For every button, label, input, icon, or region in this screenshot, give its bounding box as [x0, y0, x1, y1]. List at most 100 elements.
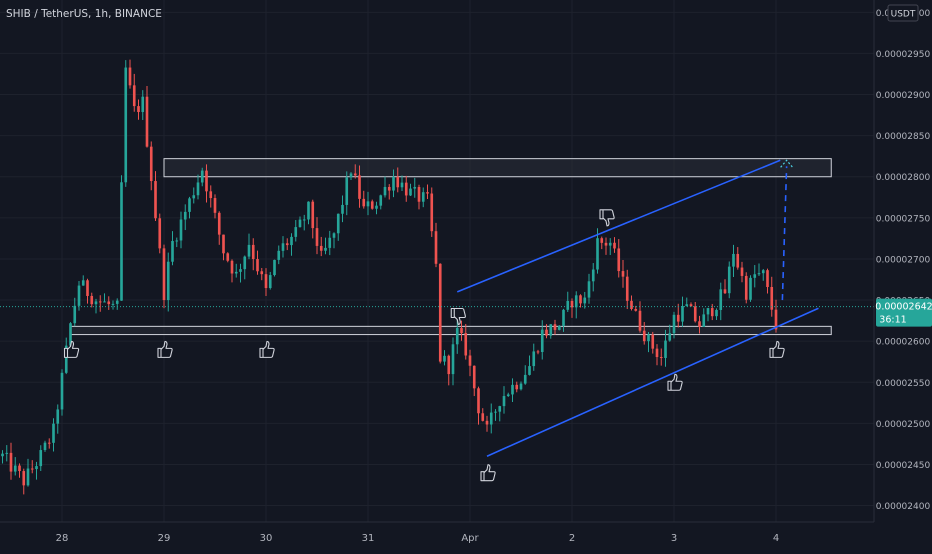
candle-body	[273, 259, 276, 276]
candle-body	[485, 420, 489, 425]
candle-body	[353, 173, 357, 176]
y-tick-label: 0.00002700	[876, 255, 931, 265]
candle-body	[35, 466, 38, 470]
candle-body	[736, 253, 740, 268]
candle-body	[120, 182, 123, 301]
candle-body	[523, 374, 527, 384]
candle-body	[506, 394, 510, 397]
y-tick-label: 0.00002950	[876, 50, 931, 60]
candle-body	[234, 271, 238, 274]
candle-body	[281, 243, 285, 251]
candle-body	[757, 273, 761, 275]
candle-body	[591, 269, 595, 282]
candle-body	[141, 96, 145, 113]
candle-body	[430, 193, 434, 232]
current-price-badge: 0.00002642 36:11	[875, 298, 932, 327]
candle-body	[579, 295, 582, 304]
candle-body	[39, 450, 43, 467]
candle-body	[604, 242, 608, 246]
candle-body	[256, 259, 259, 272]
candle-body	[5, 452, 9, 454]
candle-body	[426, 192, 429, 194]
candle-body	[260, 271, 264, 275]
candle-body	[200, 170, 204, 183]
grid	[0, 0, 874, 522]
candle-body	[400, 182, 404, 188]
candle-body	[693, 306, 697, 322]
candle-body	[209, 191, 213, 199]
thumb-shape	[599, 209, 615, 227]
candle-body	[642, 330, 646, 342]
candle-body	[86, 280, 89, 296]
thumbs-up-icon	[259, 340, 275, 358]
candle-body	[268, 275, 272, 289]
candle-body	[702, 314, 706, 327]
candle-body	[698, 321, 701, 327]
candle-body	[489, 412, 493, 425]
candle-body	[464, 333, 468, 356]
candle-body	[655, 348, 659, 358]
candle-body	[396, 176, 400, 188]
thumb-shape	[259, 340, 275, 358]
candle-body	[715, 309, 718, 317]
candle-body	[358, 175, 361, 199]
thumbs-down-icon	[599, 209, 615, 227]
candle-body	[719, 289, 723, 310]
candle-body	[264, 274, 268, 289]
candle-body	[298, 219, 302, 228]
candle-body	[761, 270, 765, 274]
x-tick-label: 4	[773, 533, 779, 544]
candle-body	[1, 453, 4, 457]
candle-body	[47, 442, 51, 444]
candle-body	[417, 187, 421, 202]
candle-body	[455, 328, 459, 345]
y-tick-label: 0.00002750	[876, 214, 931, 224]
x-tick-label: 30	[260, 533, 273, 544]
candle-body	[213, 198, 217, 213]
candle-body	[477, 388, 480, 414]
candle-body	[409, 188, 412, 196]
candle-body	[56, 409, 60, 424]
candle-body	[383, 186, 387, 196]
candle-body	[749, 277, 752, 300]
candle-body	[370, 201, 374, 209]
candle-body	[387, 186, 391, 191]
candle-body	[345, 177, 349, 205]
candle-body	[379, 195, 383, 206]
candle-body	[222, 234, 225, 254]
candle-body	[332, 233, 336, 238]
candle-body	[443, 355, 446, 362]
candle-body	[706, 308, 710, 315]
candle-body	[574, 295, 578, 308]
time-axis[interactable]: 28 29 30 31 Apr 2 3 4	[0, 521, 874, 544]
candle-body	[69, 323, 72, 346]
candle-body	[566, 300, 570, 310]
candle-body	[196, 182, 200, 196]
candle-body	[710, 308, 714, 317]
currency-badge[interactable]: USDT	[887, 4, 919, 22]
candle-body	[515, 384, 519, 390]
candle-body	[188, 198, 191, 212]
candle-body	[672, 314, 676, 334]
candle-body	[744, 275, 748, 300]
y-tick-label: 0.00002450	[876, 461, 931, 471]
candle-body	[685, 304, 689, 307]
candle-body	[285, 243, 289, 246]
thumb-shape	[667, 373, 683, 391]
x-tick-label: 28	[56, 533, 69, 544]
candle-body	[239, 269, 242, 272]
candle-body	[149, 146, 153, 182]
currency-badge-box	[887, 4, 919, 22]
price-axis[interactable]: 0.00002400 0.00002450 0.00002500 0.00002550…	[873, 0, 931, 522]
candle-body	[302, 219, 306, 221]
candle-body	[294, 227, 298, 237]
x-tick-label: 31	[362, 533, 375, 544]
candle-body	[226, 253, 230, 261]
candle-body	[413, 187, 417, 189]
current-price-badge-box	[876, 298, 932, 327]
candle-body	[217, 212, 221, 235]
candle-body	[137, 106, 140, 113]
candle-body	[676, 314, 680, 322]
thumb-shape	[63, 340, 80, 358]
